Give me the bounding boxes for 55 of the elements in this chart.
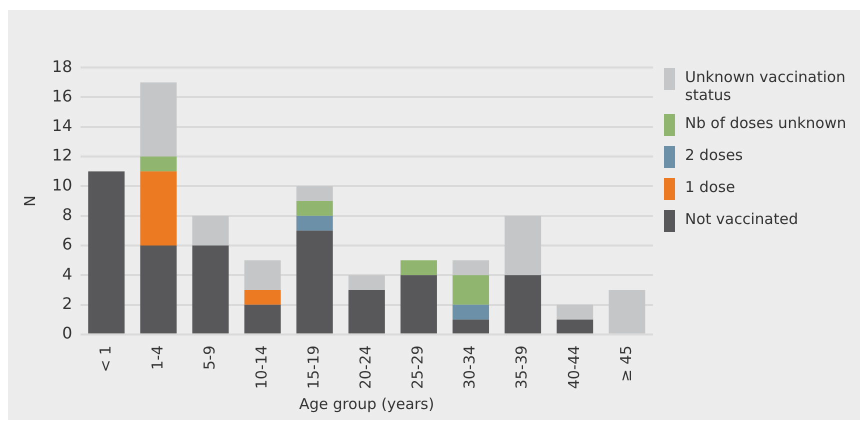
legend-label: 1 dose	[685, 178, 736, 196]
bar	[504, 275, 542, 334]
bar	[140, 156, 177, 172]
y-tick-label: 2	[62, 294, 72, 313]
bar	[400, 260, 437, 276]
bar	[296, 230, 333, 334]
bar	[504, 216, 542, 276]
bar	[348, 290, 385, 334]
bar	[556, 320, 594, 334]
x-tick-label: 25-29	[408, 345, 427, 390]
x-tick-label: 20-24	[356, 345, 375, 390]
bar	[608, 290, 646, 334]
bar	[244, 290, 281, 305]
x-tick-label: < 1	[96, 345, 114, 372]
bar	[452, 304, 490, 320]
y-tick-label: 4	[62, 264, 72, 284]
bar	[400, 275, 437, 334]
x-tick-label: 1-4	[148, 345, 166, 370]
bar	[192, 245, 229, 334]
y-tick-label: 10	[52, 175, 72, 194]
bar	[452, 275, 490, 305]
bar	[452, 320, 490, 334]
y-tick-label: 18	[52, 56, 72, 76]
y-tick-label: 14	[52, 116, 72, 136]
y-tick-label: 12	[52, 146, 72, 165]
legend-label: Nb of doses unknown	[685, 114, 846, 132]
y-axis-title: N	[20, 195, 39, 207]
y-tick-label: 6	[62, 234, 72, 254]
x-tick-label: 15-19	[304, 345, 323, 390]
legend-label: 2 doses	[685, 146, 743, 164]
y-tick-label: 8	[62, 204, 72, 224]
bar	[244, 260, 281, 290]
bar	[140, 82, 177, 157]
bar	[556, 304, 594, 320]
bar	[88, 171, 125, 334]
bar	[244, 304, 281, 334]
bar	[348, 275, 385, 290]
bar	[452, 260, 490, 276]
bar	[296, 216, 333, 231]
bar	[140, 171, 177, 246]
bar	[140, 245, 177, 334]
x-tick-label: 40-44	[564, 345, 583, 390]
bar	[296, 201, 333, 216]
legend-label: Unknown vaccination status	[685, 68, 847, 104]
bar	[296, 186, 333, 202]
y-tick-label: 16	[52, 86, 72, 106]
x-tick-label: 10-14	[252, 345, 270, 390]
x-tick-label: 5-9	[200, 345, 218, 370]
y-tick-label: 0	[62, 324, 72, 343]
x-axis-title: Age group (years)	[299, 394, 434, 413]
x-tick-label: 35-39	[512, 345, 531, 390]
x-tick-label: ≥ 45	[616, 345, 635, 382]
legend-label: Not vaccinated	[685, 210, 798, 228]
bar	[192, 216, 229, 246]
x-tick-label: 30-34	[460, 345, 479, 390]
